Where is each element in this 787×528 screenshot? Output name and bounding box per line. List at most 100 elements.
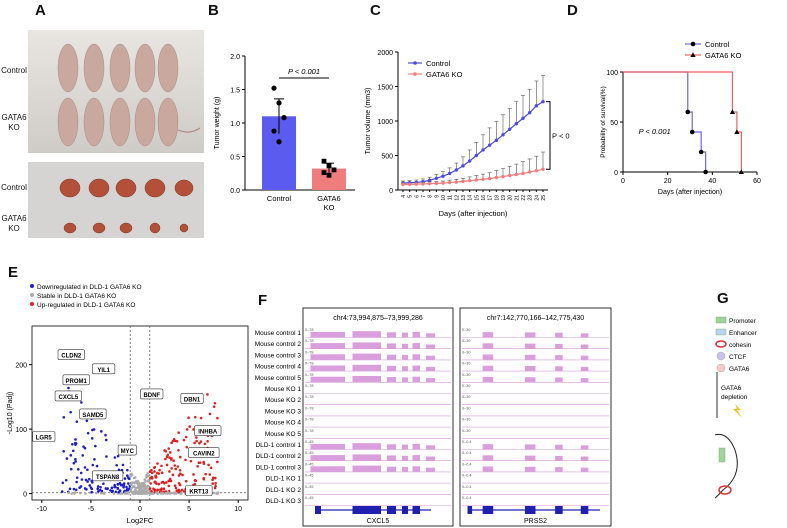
gene-label: BDNF — [143, 393, 160, 399]
gene-point — [160, 481, 164, 484]
series-point — [467, 178, 472, 183]
gene-label: SAMD5 — [82, 413, 104, 419]
legend-label: GATA6 KO — [426, 70, 463, 79]
sample-label: DLD-1 control 3 — [255, 464, 301, 471]
gene-point — [80, 478, 84, 481]
y-tick-label: 1500 — [377, 85, 393, 92]
survival-marker — [703, 169, 708, 175]
track-range: 0–78 — [305, 362, 313, 366]
gene-point — [93, 458, 96, 461]
gene-point — [132, 485, 135, 489]
series-point — [501, 174, 505, 179]
track-peak — [310, 331, 345, 338]
gene-point — [86, 468, 89, 472]
track-peak — [310, 376, 345, 383]
gene-point — [85, 488, 88, 491]
y-axis-label: -Log10 (Padj) — [7, 392, 14, 434]
track-range: 0–45 — [305, 451, 313, 455]
sample-label: Mouse KO 5 — [265, 431, 302, 438]
series-point — [541, 167, 545, 171]
gene-point — [154, 474, 157, 478]
series-point — [461, 179, 465, 184]
gene-point — [163, 481, 166, 485]
x-tick-label: 24 — [534, 195, 540, 201]
track-peak — [352, 376, 381, 383]
panel-letter-g: G — [717, 290, 729, 307]
track-peak — [555, 366, 563, 372]
track-range: 0–30 — [462, 373, 470, 377]
track-range: 0–78 — [305, 406, 313, 410]
series-point — [474, 153, 479, 158]
gene-point — [78, 491, 82, 495]
gene-point — [83, 466, 87, 469]
track-range: 0–30 — [462, 328, 470, 332]
gene-point — [211, 482, 214, 485]
gene-point — [113, 485, 116, 489]
gene-point — [94, 491, 98, 495]
gene-point — [212, 491, 216, 495]
track-peak — [426, 333, 435, 338]
track-peak — [387, 444, 396, 450]
lightning-icon — [733, 404, 742, 418]
series-point — [541, 99, 545, 104]
legend-label: cohesin — [729, 342, 752, 349]
region-label: chr7:142,770,166–142,775,430 — [487, 315, 584, 322]
gene-point — [164, 491, 168, 495]
gene-point — [172, 459, 175, 463]
gene-point — [193, 441, 196, 445]
track-peak — [426, 456, 435, 461]
series-point — [507, 173, 512, 178]
gene-point — [209, 466, 213, 470]
gene-point — [182, 438, 186, 442]
legend-marker — [30, 293, 34, 297]
gene-point — [126, 482, 130, 485]
track-range: 0–78 — [305, 350, 313, 354]
gene-label: LGR5 — [36, 435, 53, 441]
sample-label: Mouse KO 1 — [265, 386, 302, 393]
gene-point — [126, 468, 129, 472]
gene-label: INHBA — [198, 430, 218, 436]
gene-point — [182, 490, 186, 493]
gene-point — [72, 461, 76, 465]
gene-exon — [555, 506, 563, 514]
sample-label: Mouse control 5 — [255, 375, 301, 382]
x-tick-label: 0 — [621, 178, 625, 185]
x-tick-label: 8 — [428, 195, 434, 198]
bar — [312, 168, 346, 190]
survival-marker — [698, 149, 704, 155]
chart-d-survival: 0 50 100 0 20 40 60 Days (after injection) Proba… — [600, 40, 761, 196]
track-peak — [387, 332, 396, 338]
gene-point — [136, 483, 140, 487]
gene-point — [116, 486, 119, 490]
gene-point — [198, 442, 201, 445]
gene-point — [172, 491, 176, 495]
track-peak — [426, 355, 435, 360]
track-peak — [412, 331, 420, 338]
gene-point — [169, 451, 172, 454]
panel-letter-b: B — [208, 2, 219, 19]
label-ko-tumors-line1: GATA6 — [1, 214, 27, 223]
x-tick-label: -10 — [37, 506, 47, 513]
track-peak — [482, 444, 494, 450]
gene-point — [173, 484, 177, 488]
series-point — [534, 168, 539, 173]
gene-point — [192, 473, 195, 476]
legend-label: Control — [705, 40, 730, 49]
gene-point — [160, 471, 164, 475]
panel-f-genome-tracks: chr4:73,994,875–73,999,286 chr7:142,770,1… — [255, 307, 612, 527]
y-axis-label: Tumor weight (g) — [214, 97, 221, 150]
panel-letter-e: E — [8, 264, 19, 281]
track-range: 0–78 — [305, 418, 313, 422]
track-range: 0–0.4 — [462, 474, 472, 478]
gene-point — [96, 487, 100, 491]
gene-point — [184, 479, 188, 483]
track-peak — [580, 366, 589, 372]
track-peak — [482, 455, 494, 461]
track-range: 0–30 — [462, 406, 470, 410]
gene-point — [178, 455, 182, 459]
track-peak — [412, 343, 420, 349]
gene-point — [181, 473, 184, 477]
x-tick-label: 10 — [234, 506, 242, 513]
gene-point — [206, 393, 209, 396]
track-peak — [482, 365, 494, 372]
